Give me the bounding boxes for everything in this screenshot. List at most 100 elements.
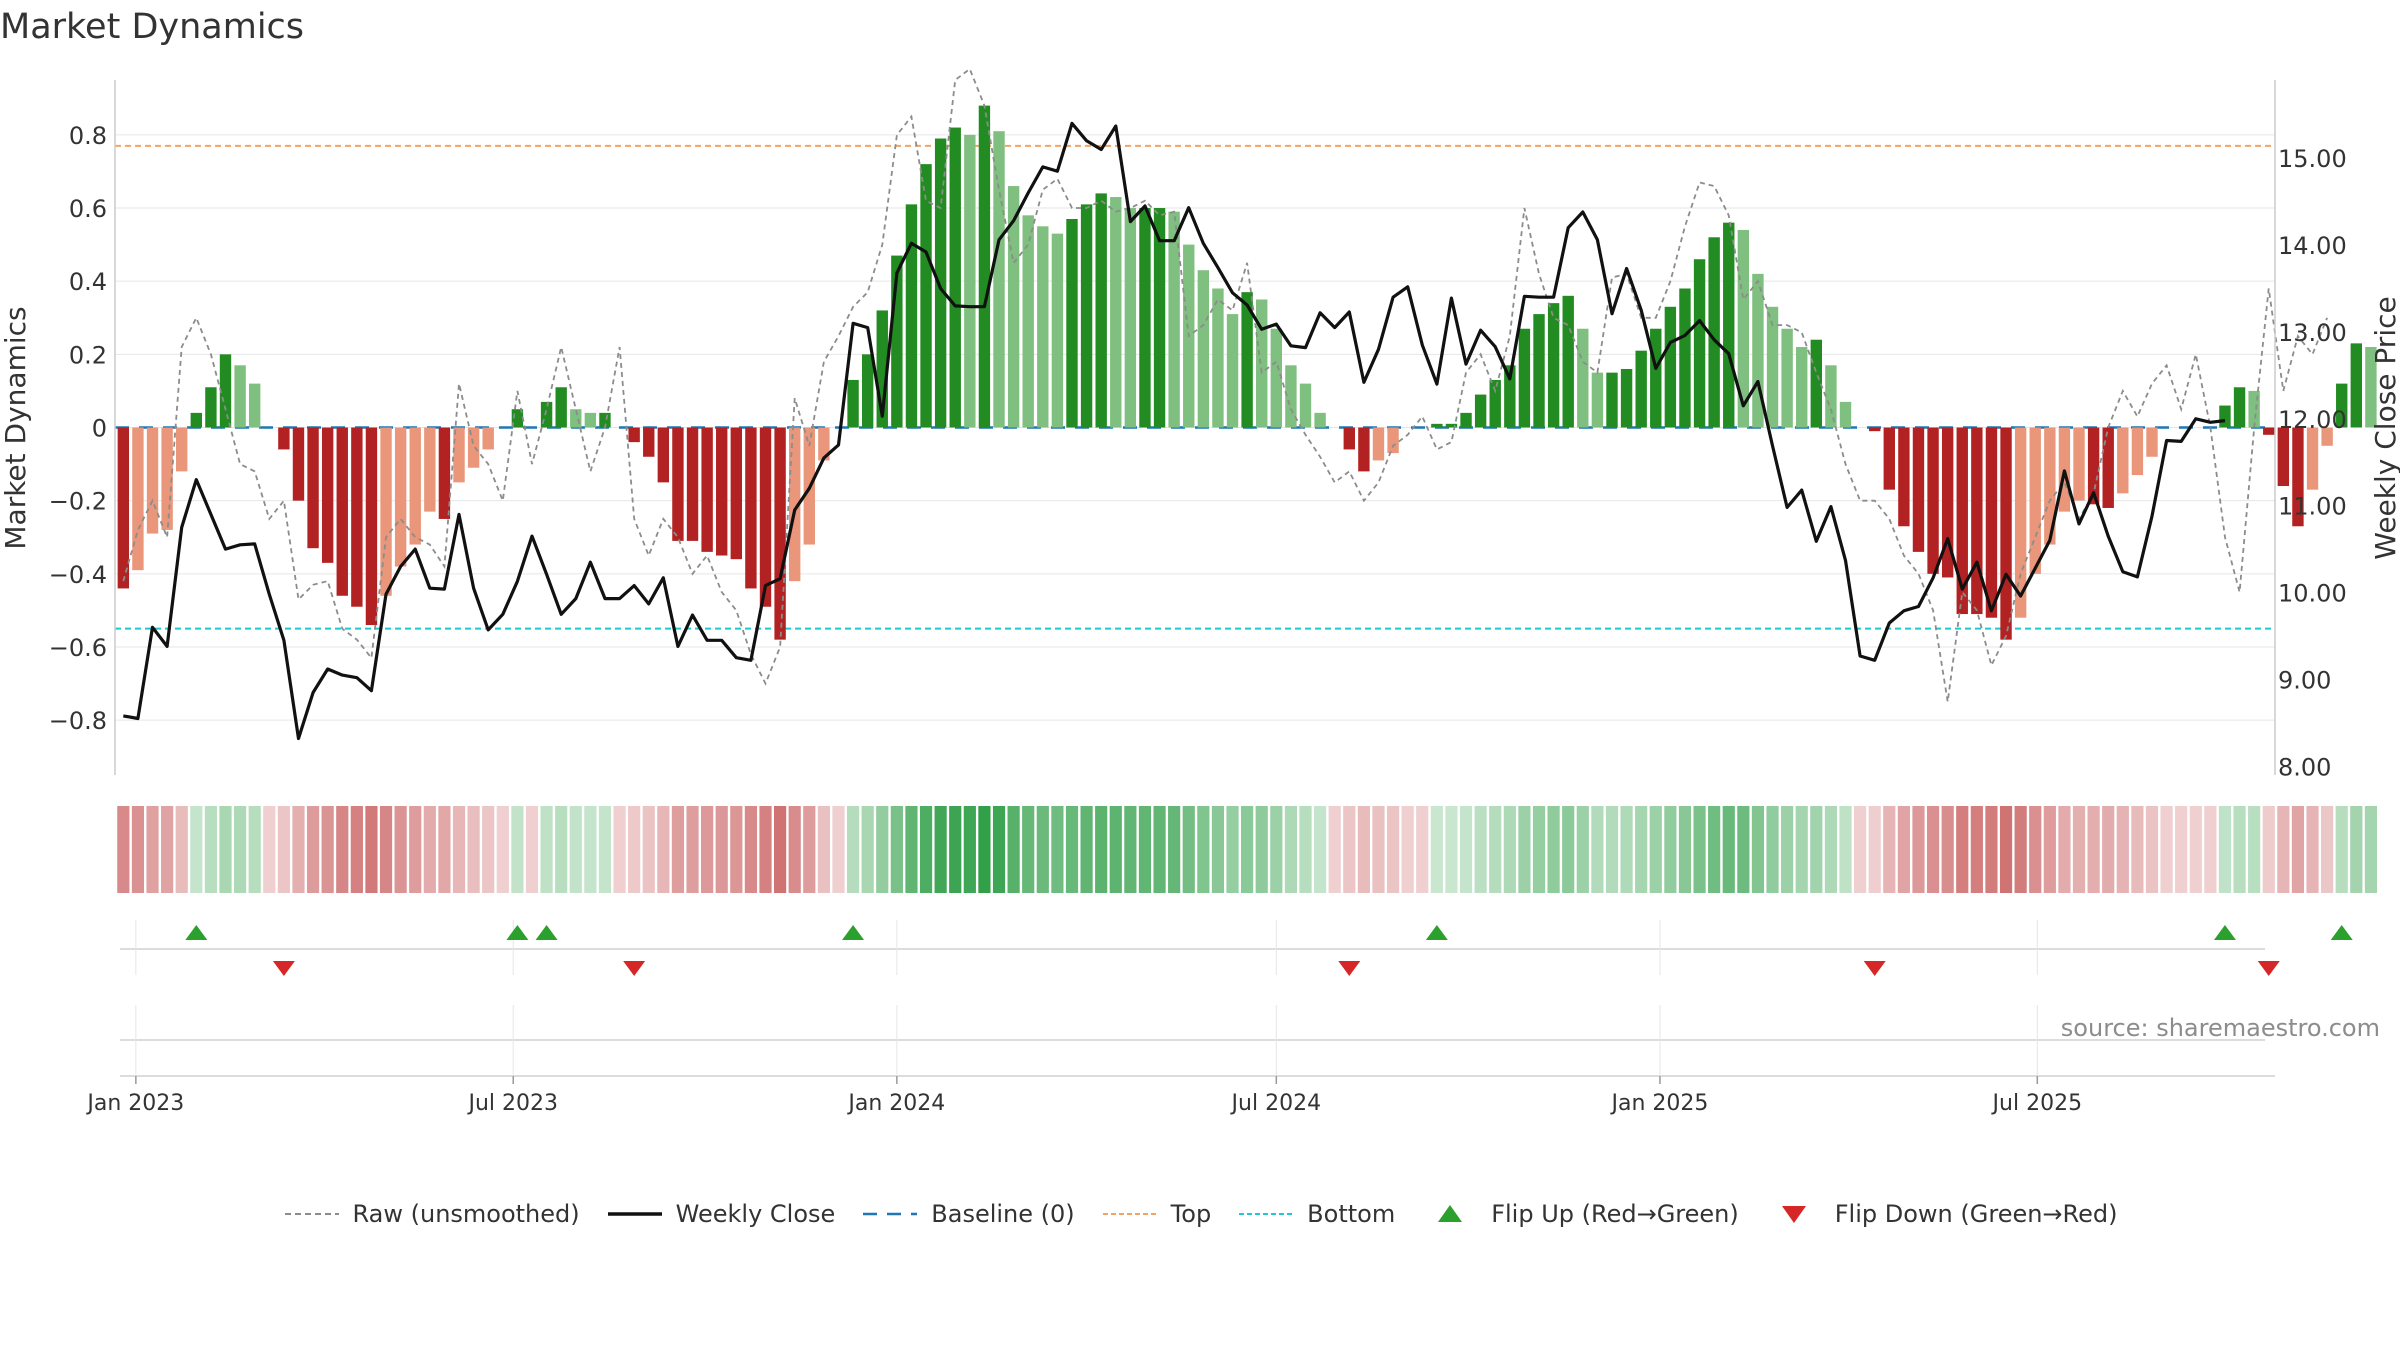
- dynamics-bar: [1110, 197, 1122, 428]
- x-tick-label: Jan 2025: [1609, 1091, 1708, 1116]
- dynamics-bar: [2321, 427, 2333, 446]
- regime-cell: [1372, 806, 1385, 893]
- regime-cell: [1708, 806, 1721, 893]
- regime-cell: [1839, 806, 1852, 893]
- dynamics-bar: [2131, 427, 2144, 476]
- y2-tick-label: 15.00: [2278, 145, 2347, 173]
- regime-cell: [175, 806, 188, 893]
- regime-cell: [1605, 806, 1619, 893]
- regime-cell: [1459, 806, 1473, 893]
- dynamics-bar: [1868, 427, 1881, 432]
- dynamics-bar: [1372, 427, 1385, 461]
- dynamics-bar: [234, 365, 246, 428]
- dynamics-bar: [1197, 270, 1210, 428]
- dynamics-bar: [1635, 350, 1647, 428]
- regime-cell: [1182, 806, 1195, 893]
- long-dash-line-icon: [863, 1212, 918, 1216]
- dynamics-bar: [1474, 394, 1487, 428]
- regime-cell: [496, 806, 509, 893]
- dynamics-bar: [1766, 306, 1779, 428]
- regime-cell: [131, 806, 145, 893]
- weekly-close-line: [123, 121, 2226, 741]
- y2-tick-label: 9.00: [2278, 666, 2331, 694]
- dynamics-bar: [774, 427, 786, 640]
- flip-down-marker: [1863, 961, 1886, 976]
- legend-item-baseline: Baseline (0): [861, 1200, 1075, 1228]
- regime-cell: [1022, 806, 1035, 893]
- regime-cell: [1343, 806, 1356, 893]
- regime-cell: [2072, 806, 2086, 893]
- dynamics-bar: [1358, 427, 1370, 472]
- regime-cell: [1956, 806, 1969, 893]
- dynamics-bar: [482, 427, 494, 450]
- regime-cell: [1912, 806, 1925, 893]
- dynamics-bar: [307, 427, 319, 549]
- y2-tick-label: 11.00: [2278, 493, 2347, 521]
- regime-cell: [409, 806, 422, 893]
- y2-tick-label: 14.00: [2278, 232, 2347, 260]
- legend-label: Weekly Close: [675, 1200, 836, 1228]
- regime-cell: [1503, 806, 1516, 893]
- regime-cell: [861, 806, 874, 893]
- x-axis-ticks: Jan 2023 Jul 2023 Jan 2024 Jul 2024 Jan 2025…: [85, 1076, 2082, 1116]
- y2-tick-label: 13.00: [2278, 319, 2347, 347]
- y-tick-label: −0.2: [49, 488, 107, 516]
- y-tick-label: 0.6: [69, 195, 107, 223]
- regime-cell: [1168, 806, 1181, 893]
- legend-item-flip-up: Flip Up (Red→Green): [1421, 1200, 1739, 1228]
- dynamics-bar: [920, 164, 932, 428]
- regime-cell: [146, 806, 159, 893]
- dynamics-bar: [248, 383, 261, 428]
- regime-cell: [204, 806, 218, 893]
- regime-cell: [1941, 806, 1954, 893]
- dynamics-bar: [394, 427, 407, 567]
- regime-cell: [1386, 806, 1400, 893]
- regime-cell: [1678, 806, 1692, 893]
- legend-label: Flip Down (Green→Red): [1834, 1200, 2118, 1228]
- regime-cell: [1795, 806, 1808, 893]
- dynamics-bar: [1941, 427, 1954, 578]
- legend-label: Top: [1170, 1200, 1212, 1228]
- flip-up-marker: [506, 925, 529, 940]
- dynamics-bar: [599, 412, 611, 428]
- regime-cell: [919, 806, 933, 893]
- legend-label: Baseline (0): [931, 1200, 1075, 1228]
- regime-cell: [628, 806, 641, 893]
- regime-cell: [1226, 806, 1239, 893]
- regime-cell: [1489, 806, 1502, 893]
- regime-cell: [2087, 806, 2100, 893]
- regime-cell: [1576, 806, 1589, 893]
- regime-cell: [803, 806, 816, 893]
- dynamics-bar: [701, 427, 713, 552]
- dynamics-bar: [1839, 401, 1852, 428]
- regime-cell: [525, 806, 539, 893]
- regime-cell: [482, 806, 495, 893]
- dynamics-bar: [1956, 427, 1968, 615]
- dashed-line-icon: [284, 1213, 339, 1215]
- solid-line-icon: [607, 1212, 662, 1216]
- regime-cell: [2175, 806, 2188, 893]
- regime-cell: [1036, 806, 1049, 893]
- dynamics-bar: [365, 427, 378, 626]
- regime-cell: [1897, 806, 1910, 893]
- flip-down-marker: [623, 961, 646, 976]
- y-tick-label: −0.4: [49, 561, 107, 589]
- dotted-line-icon: [1239, 1213, 1294, 1215]
- dynamics-bar: [1737, 229, 1750, 428]
- regime-cell: [978, 806, 991, 893]
- regime-cell: [2116, 806, 2129, 893]
- regime-cell: [1109, 806, 1122, 893]
- raw-unsmoothed-line: [122, 67, 2328, 702]
- dynamics-bar: [176, 427, 188, 472]
- regime-cell: [715, 806, 728, 893]
- regime-cell: [2131, 806, 2144, 893]
- regime-cell: [350, 806, 363, 893]
- regime-cell: [890, 806, 903, 893]
- regime-cell: [1299, 806, 1312, 893]
- regime-cell: [1255, 806, 1268, 893]
- dynamics-bar: [876, 310, 888, 428]
- regime-cell: [248, 806, 261, 893]
- dynamics-bar: [2117, 427, 2129, 494]
- regime-cell: [438, 806, 451, 893]
- dynamics-bar: [117, 427, 130, 589]
